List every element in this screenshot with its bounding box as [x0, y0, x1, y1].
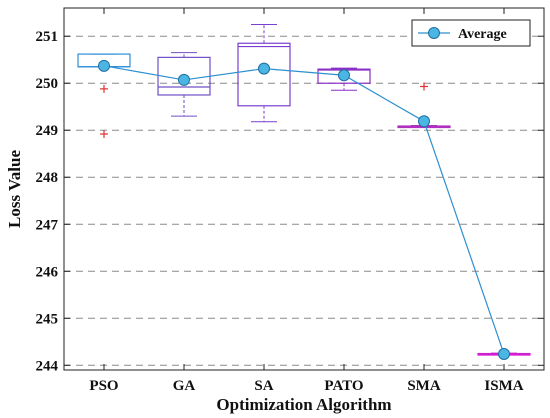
x-tick-label: SA: [254, 378, 273, 394]
average-point-pso: [98, 59, 110, 72]
x-axis-title: Optimization Algorithm: [216, 395, 391, 414]
average-point-sa: [258, 62, 270, 75]
boxplots: [77, 23, 531, 356]
x-tick-label: ISMA: [484, 378, 523, 394]
y-tick-label: 251: [36, 29, 59, 45]
y-tick-label: 248: [36, 170, 59, 186]
average-point-pato: [338, 69, 350, 82]
y-tick-label: 247: [36, 217, 59, 233]
x-tick-label: SMA: [407, 378, 441, 394]
x-tick-label: PATO: [324, 378, 363, 394]
y-tick-label: 250: [36, 76, 59, 92]
legend-label-average: Average: [458, 27, 507, 42]
box-iqr: [317, 68, 371, 84]
average-point-sma: [418, 115, 430, 128]
plot-frame: [63, 7, 545, 371]
boxplot-sa: [237, 23, 291, 123]
average-point-ga: [178, 73, 190, 86]
average-point-isma: [498, 348, 510, 361]
y-tick-label: 245: [36, 311, 59, 327]
x-tick-label: PSO: [89, 378, 118, 394]
y-tick-label: 246: [36, 264, 59, 280]
x-tick-label: GA: [173, 378, 196, 394]
grid: [64, 35, 544, 366]
y-axis-title: Loss Value: [5, 150, 24, 228]
legend: Average: [411, 19, 531, 47]
average-series: [98, 59, 510, 361]
box-iqr: [237, 42, 291, 107]
axes: 244 245 246 247 248 249 250 251 PSO GA SA PATO SMA IS…: [36, 8, 544, 394]
y-tick-label: 249: [36, 123, 59, 139]
y-tick-label: 244: [36, 358, 59, 374]
average-line: [103, 65, 505, 355]
legend-swatch-marker: [428, 27, 440, 39]
